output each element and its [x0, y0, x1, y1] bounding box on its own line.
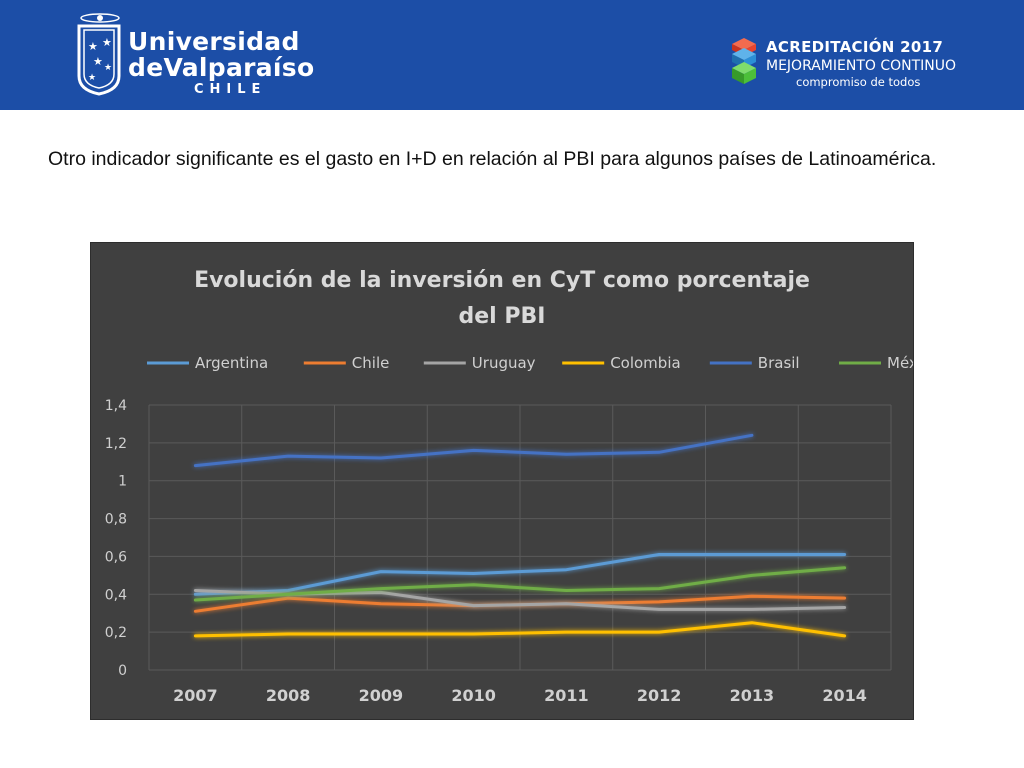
- y-tick-label: 1,4: [105, 398, 127, 414]
- chart-title-line: del PBI: [459, 304, 546, 329]
- y-tick-label: 0,6: [105, 549, 127, 565]
- svg-text:★: ★: [102, 36, 112, 49]
- series-line-brasil: [193, 433, 754, 468]
- x-tick-label: 2012: [637, 686, 682, 705]
- x-tick-label: 2008: [266, 686, 311, 705]
- legend-label: México: [887, 354, 913, 372]
- series-line-argentina: [193, 553, 847, 596]
- university-name-line2: deValparaíso: [128, 53, 315, 82]
- chart-title-line: Evolución de la inversión en CyT como po…: [194, 268, 810, 293]
- svg-text:★: ★: [88, 40, 98, 53]
- header-bar: ★ ★ ★ ★ ★ Universidad deValparaíso CHILE…: [0, 0, 1024, 110]
- y-tick-label: 0,4: [105, 587, 127, 603]
- legend-label: Colombia: [610, 354, 681, 372]
- svg-text:★: ★: [104, 63, 112, 73]
- university-name-line1: Universidad: [128, 27, 300, 56]
- university-country: CHILE: [194, 82, 267, 97]
- x-tick-label: 2007: [173, 686, 218, 705]
- chart-container: Evolución de la inversión en CyT como po…: [90, 242, 914, 720]
- accreditation-logo[interactable]: ACREDITACIÓN 2017 MEJORAMIENTO CONTINUO …: [732, 36, 1002, 92]
- legend-label: Uruguay: [472, 354, 536, 372]
- legend-label: Brasil: [758, 354, 800, 372]
- stacked-cubes-icon: [732, 38, 756, 84]
- line-chart: Evolución de la inversión en CyT como po…: [105, 268, 913, 705]
- x-tick-label: 2010: [451, 686, 496, 705]
- accreditation-tagline: compromiso de todos: [796, 75, 921, 89]
- x-tick-label: 2011: [544, 686, 589, 705]
- shield-icon: ★ ★ ★ ★ ★: [77, 24, 121, 96]
- series-line-colombia: [193, 621, 847, 638]
- y-tick-label: 1,2: [105, 436, 127, 452]
- accreditation-subtitle: MEJORAMIENTO CONTINUO: [766, 58, 957, 74]
- x-tick-label: 2014: [822, 686, 867, 705]
- series-line-mxico: [193, 566, 847, 602]
- svg-text:★: ★: [88, 73, 96, 83]
- accreditation-title: ACREDITACIÓN 2017: [766, 38, 944, 56]
- y-tick-label: 0,8: [105, 512, 127, 528]
- legend-label: Chile: [352, 354, 390, 372]
- intro-paragraph: Otro indicador significante es el gasto …: [48, 148, 937, 170]
- crest-wings-icon: [80, 13, 120, 23]
- legend-label: Argentina: [195, 354, 268, 372]
- y-tick-label: 0: [118, 663, 127, 679]
- university-logo[interactable]: ★ ★ ★ ★ ★ Universidad deValparaíso CHILE: [76, 12, 314, 102]
- x-tick-label: 2013: [730, 686, 775, 705]
- y-tick-label: 0,2: [105, 625, 127, 641]
- x-tick-label: 2009: [359, 686, 404, 705]
- svg-text:★: ★: [93, 55, 103, 68]
- y-tick-label: 1: [118, 474, 127, 490]
